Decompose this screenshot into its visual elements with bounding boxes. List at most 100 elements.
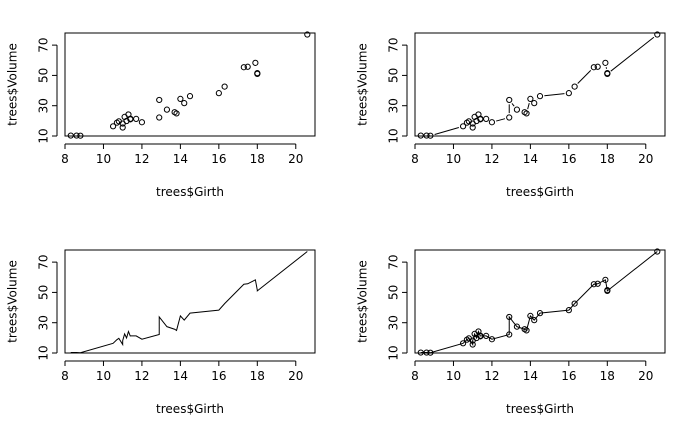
plot-frame — [64, 32, 316, 137]
y-tick-label: 10 — [387, 128, 401, 143]
data-point — [602, 59, 609, 66]
y-tick-label: 70 — [37, 254, 51, 269]
x-tick-label: 10 — [96, 152, 111, 166]
data-point — [304, 31, 311, 38]
data-point — [133, 115, 140, 122]
data-point — [483, 115, 490, 122]
data-point — [604, 70, 611, 78]
x-tick-label: 14 — [173, 369, 188, 383]
x-tick-label: 18 — [250, 152, 265, 166]
data-point — [488, 119, 496, 126]
data-point — [506, 331, 513, 338]
data-point — [109, 123, 117, 130]
panel-top-right: 8 10 12 14 16 18 20 10 30 50 70 trees$Girth trees$Vo… — [356, 31, 666, 199]
data-point — [119, 124, 126, 131]
data-point — [138, 119, 146, 126]
data-point — [590, 281, 597, 288]
x-tick-label: 16 — [561, 152, 576, 166]
data-point — [506, 313, 513, 321]
data-point — [252, 59, 259, 66]
data-point — [163, 106, 171, 113]
data-point — [177, 95, 184, 102]
x-tick-label: 12 — [484, 369, 499, 383]
x-tick-label: 12 — [134, 152, 149, 166]
data-point — [221, 83, 228, 90]
panel-bottom-right: 8 10 12 14 16 18 20 10 30 50 70 trees$Girth trees$Vo… — [356, 248, 666, 416]
x-tick-label: 14 — [173, 152, 188, 166]
series-segment — [527, 103, 530, 110]
data-point — [654, 248, 661, 255]
data-point — [488, 336, 496, 343]
x-tick-label: 8 — [61, 369, 69, 383]
data-point — [240, 64, 247, 71]
data-point — [602, 276, 609, 283]
data-point — [469, 341, 476, 348]
y-tick-label: 10 — [37, 128, 51, 143]
data-point — [244, 63, 251, 70]
x-tick-label: 12 — [484, 152, 499, 166]
series-segment — [434, 127, 459, 135]
x-axis-title: trees$Girth — [156, 185, 224, 199]
series-line — [420, 251, 658, 354]
data-point — [513, 106, 521, 113]
data-point — [417, 132, 424, 139]
data-point — [536, 310, 544, 317]
x-tick-label: 20 — [638, 369, 653, 383]
x-tick-label: 14 — [523, 369, 538, 383]
data-point — [536, 93, 544, 100]
data-point — [254, 70, 261, 78]
x-tick-label: 20 — [288, 369, 303, 383]
data-point — [654, 31, 661, 38]
y-tick-label: 50 — [387, 285, 401, 300]
x-tick-label: 10 — [96, 369, 111, 383]
data-point — [427, 132, 434, 139]
y-tick-label: 10 — [387, 345, 401, 360]
series-segment — [496, 118, 506, 122]
data-point — [156, 96, 163, 104]
y-tick-label: 30 — [387, 315, 401, 330]
data-point — [186, 93, 194, 100]
data-point — [73, 132, 80, 139]
data-point — [469, 124, 476, 131]
series-segment — [577, 70, 592, 84]
data-point — [423, 349, 430, 356]
x-tick-label: 18 — [600, 369, 615, 383]
data-point — [565, 90, 572, 97]
x-tick-label: 12 — [134, 369, 149, 383]
y-axis-title: trees$Volume — [356, 43, 370, 126]
data-point — [571, 83, 578, 90]
data-point — [423, 132, 430, 139]
data-point — [67, 132, 74, 139]
data-point — [477, 115, 484, 122]
data-point — [506, 96, 513, 104]
data-point — [571, 300, 578, 307]
y-axis-title: trees$Volume — [6, 260, 20, 343]
y-tick-label: 70 — [37, 37, 51, 52]
y-axis-title: trees$Volume — [6, 43, 20, 126]
data-point — [594, 63, 601, 70]
data-point — [459, 123, 467, 130]
series-line — [70, 251, 308, 354]
x-tick-label: 8 — [61, 152, 69, 166]
data-point — [531, 317, 538, 324]
y-tick-label: 30 — [37, 98, 51, 113]
data-point — [506, 114, 513, 121]
y-tick-label: 10 — [37, 345, 51, 360]
y-tick-label: 30 — [37, 315, 51, 330]
y-tick-label: 70 — [387, 37, 401, 52]
data-point — [181, 100, 188, 107]
x-axis-title: trees$Girth — [506, 185, 574, 199]
data-point — [127, 115, 134, 122]
x-tick-label: 10 — [446, 152, 461, 166]
x-tick-label: 20 — [288, 152, 303, 166]
x-tick-label: 16 — [211, 369, 226, 383]
x-tick-label: 16 — [561, 369, 576, 383]
x-tick-label: 8 — [411, 152, 419, 166]
x-tick-label: 8 — [411, 369, 419, 383]
x-tick-label: 18 — [600, 152, 615, 166]
series-segment — [610, 36, 655, 72]
x-tick-label: 16 — [211, 152, 226, 166]
data-point — [156, 114, 163, 121]
data-point — [531, 100, 538, 107]
panel-bottom-left: 8 10 12 14 16 18 20 10 30 50 70 trees$Girth trees$Vo… — [6, 249, 316, 416]
